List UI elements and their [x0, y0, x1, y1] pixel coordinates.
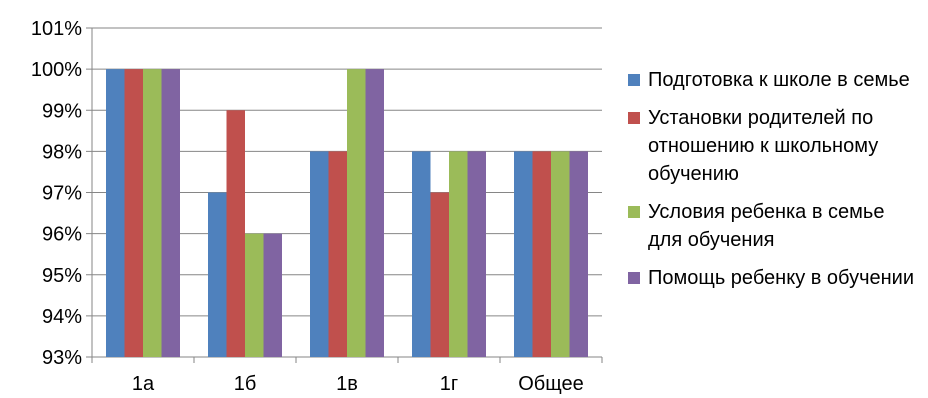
- bar: [310, 151, 329, 357]
- legend-swatch: [628, 206, 640, 218]
- bar: [449, 151, 468, 357]
- x-tick-label: 1а: [132, 373, 155, 395]
- y-tick-label: 98%: [42, 141, 82, 163]
- legend-item: Помощь ребенку в обучении: [628, 264, 924, 292]
- y-tick-label: 94%: [42, 306, 82, 328]
- bar-chart: 93% 94% 95% 96% 97% 98% 99% 100% 101% 1а 1б 1в 1г Общ…: [31, 18, 603, 395]
- bar: [263, 233, 282, 357]
- legend-item: Подготовка к школе в семье: [628, 66, 924, 94]
- legend: Подготовка к школе в семье Установки роди…: [628, 66, 924, 302]
- legend-label: Условия ребенка в семье для обучения: [648, 201, 885, 251]
- bar: [569, 151, 588, 357]
- legend-item: Условия ребенка в семье для обучения: [628, 198, 924, 254]
- bar: [347, 69, 366, 357]
- x-tick-label: 1в: [336, 373, 358, 395]
- y-tick-label: 101%: [31, 18, 82, 40]
- x-tick-label: Общее: [518, 373, 584, 395]
- bar: [143, 69, 162, 357]
- bar: [161, 69, 180, 357]
- y-tick-label: 99%: [42, 100, 82, 122]
- bar: [365, 69, 384, 357]
- legend-swatch: [628, 74, 640, 86]
- y-tick-label: 97%: [42, 183, 82, 205]
- bar: [551, 151, 570, 357]
- x-tick-label: 1б: [234, 373, 257, 395]
- y-tick-label: 100%: [31, 59, 82, 81]
- bar: [430, 192, 449, 357]
- legend-item: Установки родителей по отношению к школь…: [628, 104, 924, 188]
- bar: [208, 192, 227, 357]
- bar: [532, 151, 551, 357]
- bar: [328, 151, 347, 357]
- bar: [467, 151, 486, 357]
- y-tick-label: 93%: [42, 347, 82, 369]
- x-tick-label: 1г: [440, 373, 458, 395]
- bar: [412, 151, 431, 357]
- y-tick-label: 95%: [42, 265, 82, 287]
- bar: [226, 110, 245, 357]
- legend-swatch: [628, 112, 640, 124]
- bar: [106, 69, 125, 357]
- legend-label: Установки родителей по отношению к школь…: [648, 107, 879, 185]
- bar: [124, 69, 143, 357]
- legend-label: Помощь ребенку в обучении: [648, 267, 915, 289]
- legend-swatch: [628, 272, 640, 284]
- bar: [245, 233, 264, 357]
- legend-label: Подготовка к школе в семье: [648, 69, 910, 91]
- y-tick-label: 96%: [42, 224, 82, 246]
- bar: [514, 151, 533, 357]
